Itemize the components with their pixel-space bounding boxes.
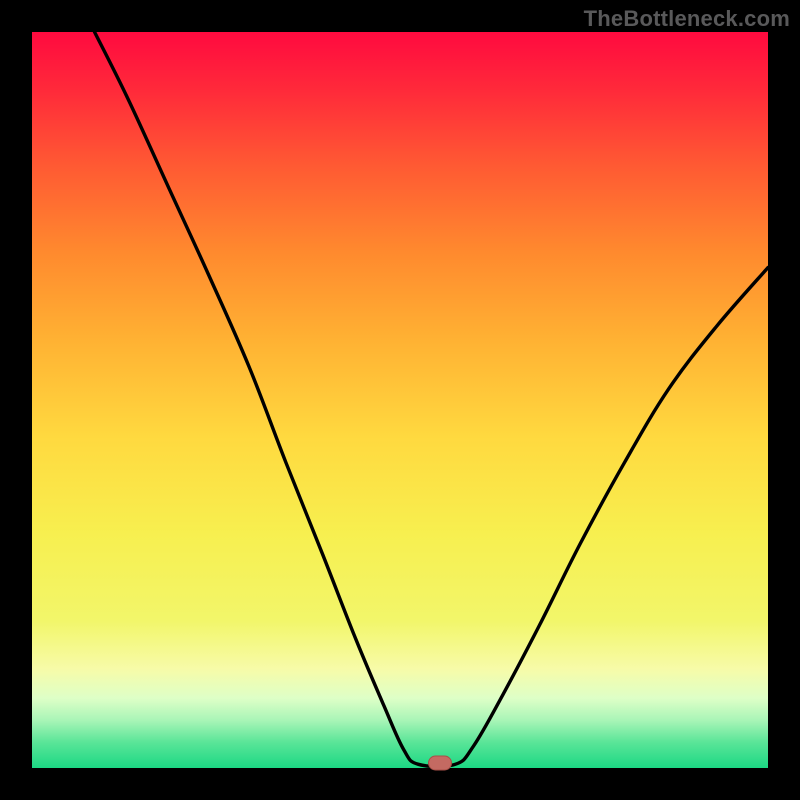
bottleneck-curve: [32, 32, 768, 768]
watermark-text: TheBottleneck.com: [584, 6, 790, 32]
plot-area: [32, 32, 768, 768]
curve-path: [95, 32, 768, 767]
chart-frame: TheBottleneck.com: [0, 0, 800, 800]
optimum-marker: [428, 755, 452, 770]
